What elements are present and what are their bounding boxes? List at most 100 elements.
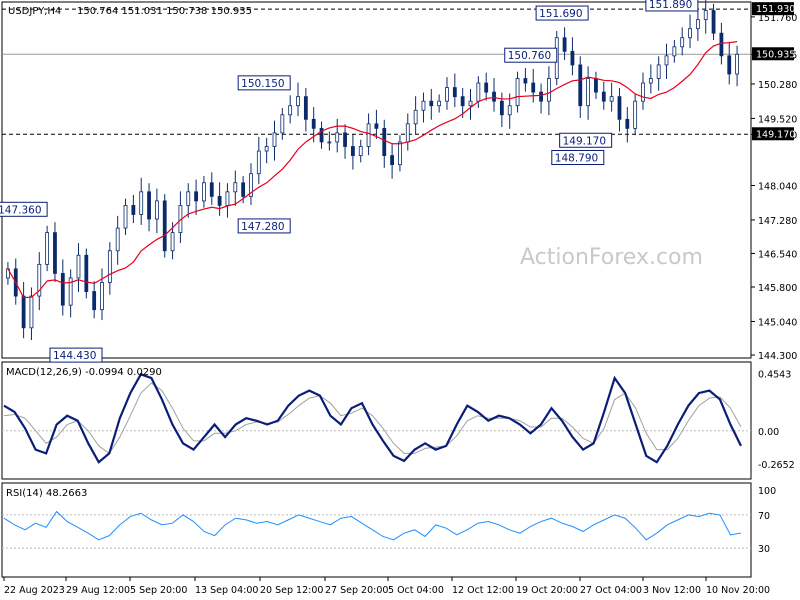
macd-tick-label: 0.4543: [758, 370, 791, 381]
candle-body: [586, 78, 591, 107]
candle-body: [680, 37, 685, 48]
candle-body: [366, 123, 371, 147]
time-tick-label: 27 Oct 04:00: [580, 585, 642, 596]
price-annotation-box: [237, 218, 291, 234]
candle-body: [719, 32, 724, 57]
candle-body: [68, 277, 73, 306]
candle-body: [60, 273, 65, 306]
candle-body: [672, 46, 677, 57]
rsi-tick-label: 100: [758, 486, 776, 497]
candle-body: [241, 182, 246, 197]
candle-body: [272, 132, 277, 147]
rsi-line: [3, 510, 742, 541]
candle-body: [319, 127, 324, 143]
candle-body: [115, 227, 120, 252]
candle-body: [390, 155, 395, 166]
candle-body: [147, 191, 151, 220]
rsi-tick-label: 70: [758, 511, 770, 522]
candle-body: [296, 96, 300, 107]
candle-body: [515, 78, 520, 107]
price-tick-label: 149.520: [758, 114, 797, 125]
candle-body: [84, 254, 89, 292]
price-annotation-box: [0, 201, 48, 217]
candle-body: [100, 282, 104, 311]
candle-body: [186, 191, 191, 206]
time-tick-label: 5 Sep 20:00: [130, 585, 187, 596]
rsi-panel-frame: [1, 482, 752, 578]
support-tag: 149.170: [756, 129, 795, 140]
candle-body: [570, 50, 575, 66]
resistance-tag: 151.930: [756, 4, 795, 15]
price-tick-label: 150.280: [758, 80, 797, 91]
price-annotation-label: 149.170: [563, 135, 606, 147]
candle-body: [303, 96, 308, 120]
candle-body: [311, 118, 316, 129]
candle-body: [350, 146, 355, 156]
resistance-tag-bg: [752, 2, 794, 16]
candle-body: [727, 55, 732, 75]
candle-body: [123, 205, 128, 229]
candle-body: [162, 200, 167, 252]
candle-body: [107, 250, 112, 283]
candle-body: [225, 191, 230, 206]
candle-body: [256, 150, 261, 175]
price-annotation-label: 144.430: [53, 350, 96, 362]
candle-body: [170, 232, 175, 252]
candle-body: [492, 91, 496, 102]
price-annotation-label: 150.760: [508, 50, 551, 62]
candle-body: [335, 132, 340, 143]
candle-body: [735, 53, 739, 75]
watermark: ActionForex.com: [520, 245, 703, 270]
candle-body: [625, 118, 630, 129]
candle-body: [507, 105, 512, 116]
candle-body: [21, 295, 26, 329]
candle-body: [139, 191, 144, 215]
time-tick-label: 3 Nov 12:00: [643, 585, 701, 596]
time-tick-label: 10 Nov 20:00: [706, 585, 770, 596]
price-tick-label: 145.040: [758, 317, 797, 328]
header-ohlc: 150.764 151.031 150.738 150.935: [77, 6, 252, 17]
candle-body: [460, 96, 465, 107]
candle-body: [154, 200, 159, 220]
candle-body: [562, 37, 567, 52]
macd-main-line: [3, 372, 742, 464]
time-tick-label: 22 Aug 2023: [4, 585, 65, 596]
price-annotation-label: 147.360: [0, 204, 42, 216]
candle-body: [578, 64, 583, 107]
candle-body: [233, 182, 238, 193]
macd-tick-label: 0.00: [758, 427, 779, 438]
candle-body: [343, 132, 347, 147]
macd-layer: [2, 372, 751, 464]
candle-body: [499, 100, 504, 116]
candle-body: [664, 55, 669, 66]
candle-body: [76, 254, 81, 279]
macd-label: MACD(12,26,9) -0.0994 0.0290: [6, 367, 162, 378]
candle-body: [711, 10, 716, 34]
price-annotation-box: [237, 75, 291, 91]
time-tick-label: 29 Aug 12:00: [66, 585, 130, 596]
candle-body: [547, 78, 551, 102]
candle-body: [217, 195, 222, 206]
price-tick-label: 146.540: [758, 249, 797, 260]
price-annotation-label: 151.690: [539, 8, 582, 20]
candle-body: [194, 191, 198, 202]
candle-body: [202, 182, 206, 202]
candle-body: [53, 232, 57, 274]
candle-body: [523, 78, 528, 84]
price-annotation-box: [559, 132, 613, 148]
candle-body: [382, 127, 387, 156]
candle-body: [539, 91, 543, 102]
support-tag-bg: [752, 127, 794, 141]
time-tick-label: 12 Oct 12:00: [452, 585, 514, 596]
rsi-label: RSI(14) 48.2663: [6, 488, 87, 499]
candle-body: [45, 232, 50, 265]
price-annotation-label: 148.790: [555, 152, 598, 164]
time-tick-label: 5 Oct 04:00: [388, 585, 444, 596]
candle-body: [429, 100, 434, 107]
candle-body: [641, 82, 645, 102]
price-annotation-box: [504, 47, 558, 63]
last-price-tag-bg: [752, 47, 794, 61]
price-tick-label: 151.760: [758, 13, 797, 24]
candle-body: [29, 295, 34, 329]
candle-body: [609, 96, 614, 102]
